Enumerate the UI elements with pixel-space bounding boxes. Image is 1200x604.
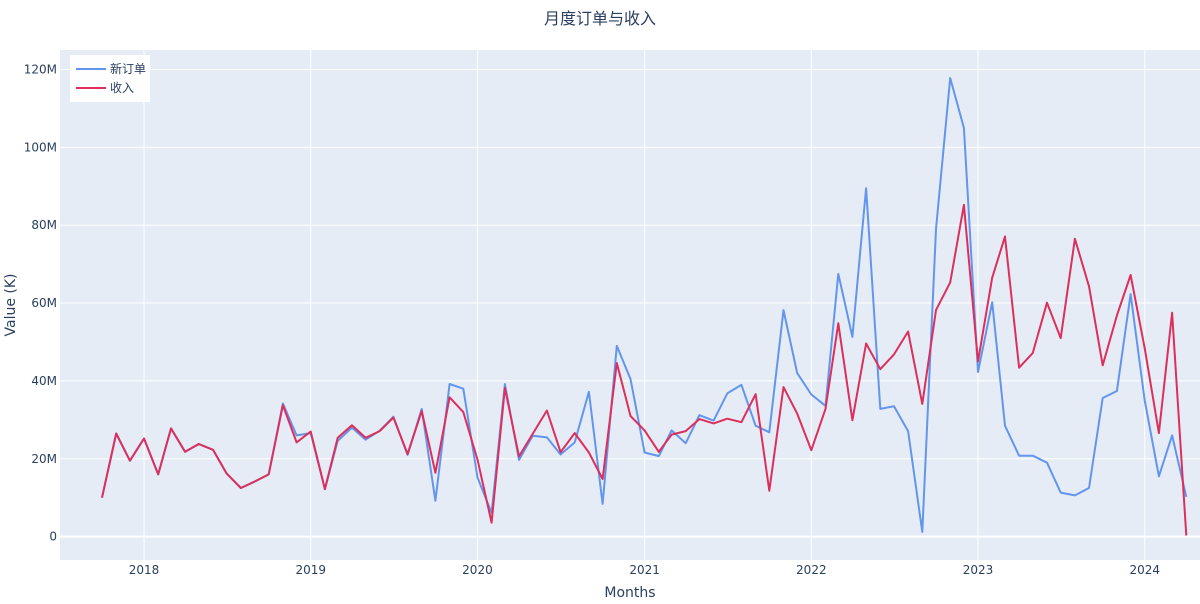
x-tick-label: 2023 (963, 563, 994, 577)
x-axis-ticks: 2018 2019 2020 2021 2022 2023 2024 (129, 563, 1160, 577)
y-axis-ticks: 0 20M 40M 60M 80M 100M 120M (24, 62, 57, 543)
chart-title: 月度订单与收入 (544, 9, 656, 28)
y-tick-label: 20M (31, 452, 57, 466)
y-tick-label: 100M (24, 140, 57, 154)
series-lines (101, 77, 1188, 536)
plot-area-background (60, 50, 1200, 560)
x-tick-label: 2019 (295, 563, 326, 577)
legend-item-new-orders[interactable]: 新订单 (76, 61, 146, 76)
x-axis-label: Months (604, 585, 655, 600)
legend-background (70, 55, 150, 102)
legend[interactable]: 新订单 收入 (70, 55, 150, 102)
x-tick-label: 2020 (462, 563, 493, 577)
series-line-new-orders[interactable] (101, 77, 1188, 533)
y-axis-label: Value (K) (3, 274, 19, 337)
x-tick-label: 2024 (1129, 563, 1160, 577)
y-tick-label: 60M (31, 296, 57, 310)
legend-item-revenue[interactable]: 收入 (76, 81, 134, 95)
x-tick-label: 2021 (629, 563, 660, 577)
legend-label-new-orders: 新订单 (110, 61, 146, 76)
y-tick-label: 0 (49, 530, 57, 544)
y-tick-label: 120M (24, 62, 57, 76)
legend-label-revenue: 收入 (110, 81, 134, 95)
grid-lines (60, 50, 1200, 560)
y-tick-label: 80M (31, 218, 57, 232)
x-tick-label: 2022 (796, 563, 827, 577)
y-tick-label: 40M (31, 374, 57, 388)
series-line-revenue[interactable] (101, 203, 1188, 536)
x-tick-label: 2018 (129, 563, 160, 577)
